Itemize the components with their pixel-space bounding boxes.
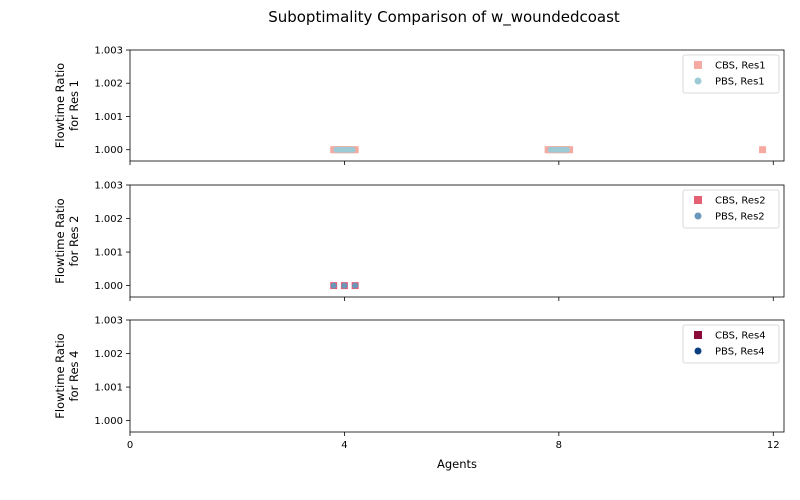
data-point — [330, 282, 337, 289]
legend-box — [682, 189, 780, 229]
legend-marker — [694, 61, 702, 69]
y-tick-label: 1.003 — [94, 181, 123, 192]
y-tick-label: 1.002 — [94, 79, 123, 90]
y-tick-label: 1.002 — [94, 349, 123, 360]
legend-marker — [694, 331, 702, 339]
legend-marker — [694, 196, 702, 204]
plot-frame — [129, 184, 785, 298]
y-tick-label: 1.000 — [94, 416, 123, 427]
x-tick-label: 4 — [341, 440, 347, 451]
y-axis-label-line: for Res 2 — [67, 216, 81, 267]
y-tick-label: 1.000 — [94, 281, 123, 292]
subplot-3: 1.000 1.001 1.002 1.003 0 4 8 12 Flowtime Ratiof… — [53, 316, 785, 451]
legend-marker — [694, 347, 702, 355]
legend-label: PBS, Res2 — [715, 212, 765, 223]
y-tick-label: 1.000 — [94, 145, 123, 156]
y-axis-label-line: for Res 1 — [67, 80, 81, 131]
y-axis-label: Flowtime Ratiofor Res 4 — [53, 333, 81, 418]
x-tick-label: 0 — [127, 440, 133, 451]
y-tick-label: 1.001 — [94, 248, 123, 259]
data-point — [349, 146, 356, 153]
y-tick-label: 1.001 — [94, 383, 123, 394]
legend-marker — [694, 77, 702, 85]
y-axis-label-line: Flowtime Ratio — [53, 63, 67, 148]
plot-frame — [129, 49, 785, 162]
series-pbs-res1 — [333, 146, 570, 153]
x-axis-label: Agents — [437, 457, 477, 471]
data-point — [759, 146, 767, 154]
y-tick-label: 1.002 — [94, 214, 123, 225]
legend: CBS, Res2 PBS, Res2 — [682, 189, 780, 229]
series-pbs-res2 — [330, 282, 359, 289]
data-point — [563, 146, 570, 153]
legend-marker — [694, 212, 702, 220]
legend-label: CBS, Res2 — [715, 196, 766, 207]
plot-frame — [129, 319, 785, 433]
y-tick-label: 1.001 — [94, 112, 123, 123]
y-axis-label-line: Flowtime Ratio — [53, 333, 67, 418]
y-tick-label: 1.003 — [94, 316, 123, 327]
x-tick-label: 12 — [767, 440, 780, 451]
subplot-1: 1.000 1.001 1.002 1.003 Flowtime Ratiofor Re… — [53, 46, 785, 165]
legend: CBS, Res1 PBS, Res1 — [682, 54, 780, 94]
data-point — [352, 282, 359, 289]
legend-label: CBS, Res1 — [715, 61, 766, 72]
data-point — [341, 282, 348, 289]
legend: CBS, Res4 PBS, Res4 — [682, 324, 780, 364]
chart-title: Suboptimality Comparison of w_woundedcoa… — [268, 8, 620, 27]
y-axis-label-line: Flowtime Ratio — [53, 198, 67, 283]
y-axis-label: Flowtime Ratiofor Res 1 — [53, 63, 81, 148]
legend-label: CBS, Res4 — [715, 331, 766, 342]
legend-box — [682, 54, 780, 94]
x-tick-label: 8 — [556, 440, 562, 451]
y-tick-label: 1.003 — [94, 46, 123, 57]
y-axis-label: Flowtime Ratiofor Res 2 — [53, 198, 81, 283]
legend-label: PBS, Res1 — [715, 77, 765, 88]
legend-box — [682, 324, 780, 364]
y-axis-label-line: for Res 4 — [67, 351, 81, 402]
subplot-2: 1.000 1.001 1.002 1.003 Flowtime Ratiofor Re… — [53, 181, 785, 301]
legend-label: PBS, Res4 — [715, 347, 765, 358]
